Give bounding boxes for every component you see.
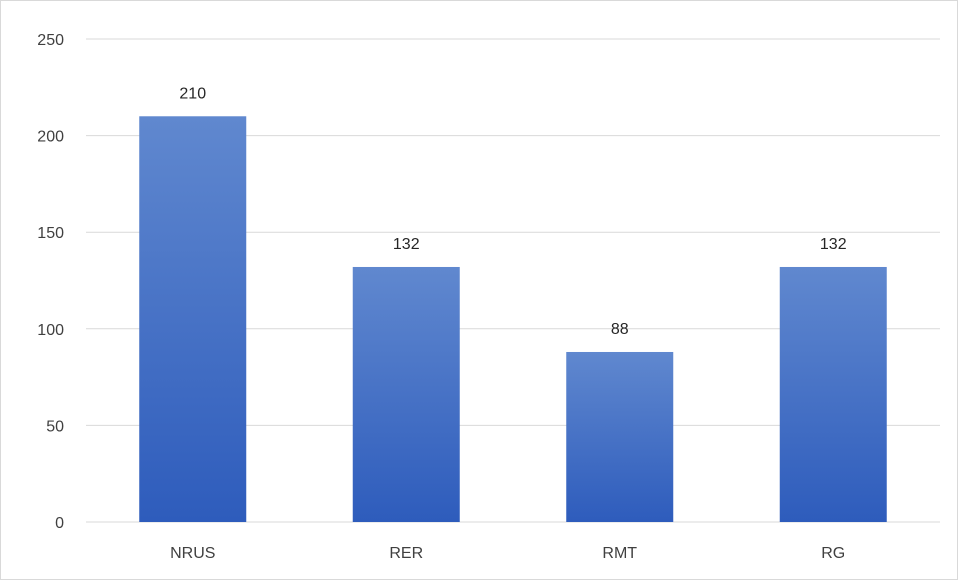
y-axis-tick-labels: 0 50 100 150 200 250: [37, 32, 64, 532]
bar-rer: [352, 266, 460, 522]
y-tick-label: 100: [37, 322, 64, 339]
y-tick-label: 0: [55, 515, 64, 532]
data-label-rer: 132: [393, 236, 420, 253]
y-tick-label: 250: [37, 32, 64, 49]
bar-rg: [779, 266, 887, 522]
x-tick-label-rg: RG: [821, 545, 845, 562]
data-labels: 210 132 88 132: [179, 85, 846, 338]
x-axis-tick-labels: NRUS RER RMT RG: [170, 545, 845, 562]
data-label-rg: 132: [820, 236, 847, 253]
bars: [139, 116, 887, 522]
y-tick-label: 150: [37, 225, 64, 242]
bar-rmt: [566, 351, 674, 522]
x-tick-label-rer: RER: [389, 545, 423, 562]
bar-nrus: [139, 116, 247, 522]
y-tick-label: 50: [46, 418, 64, 435]
data-label-nrus: 210: [179, 85, 206, 102]
x-tick-label-nrus: NRUS: [170, 545, 215, 562]
data-label-rmt: 88: [611, 321, 629, 338]
y-tick-label: 200: [37, 129, 64, 146]
x-tick-label-rmt: RMT: [602, 545, 637, 562]
